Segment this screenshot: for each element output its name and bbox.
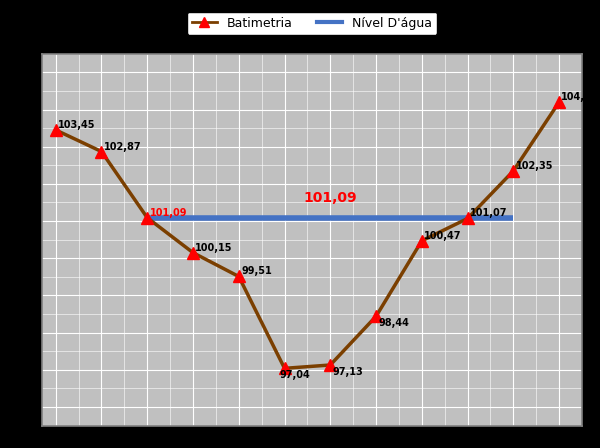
Legend: Batimetria, Nível D'água: Batimetria, Nível D'água [187,12,437,34]
Text: 102,35: 102,35 [515,161,553,171]
Text: 101,07: 101,07 [470,208,508,219]
Text: 98,44: 98,44 [379,318,409,328]
Text: 101,09: 101,09 [304,191,357,205]
Text: 97,13: 97,13 [332,367,364,377]
Text: 103,45: 103,45 [58,120,95,130]
Text: 100,15: 100,15 [196,243,233,253]
Text: 101,09: 101,09 [149,208,187,218]
Text: 104,20: 104,20 [562,92,599,102]
Text: 100,47: 100,47 [424,231,461,241]
Text: 99,51: 99,51 [241,267,272,276]
Text: 102,87: 102,87 [104,142,142,151]
Text: 97,04: 97,04 [280,370,311,380]
